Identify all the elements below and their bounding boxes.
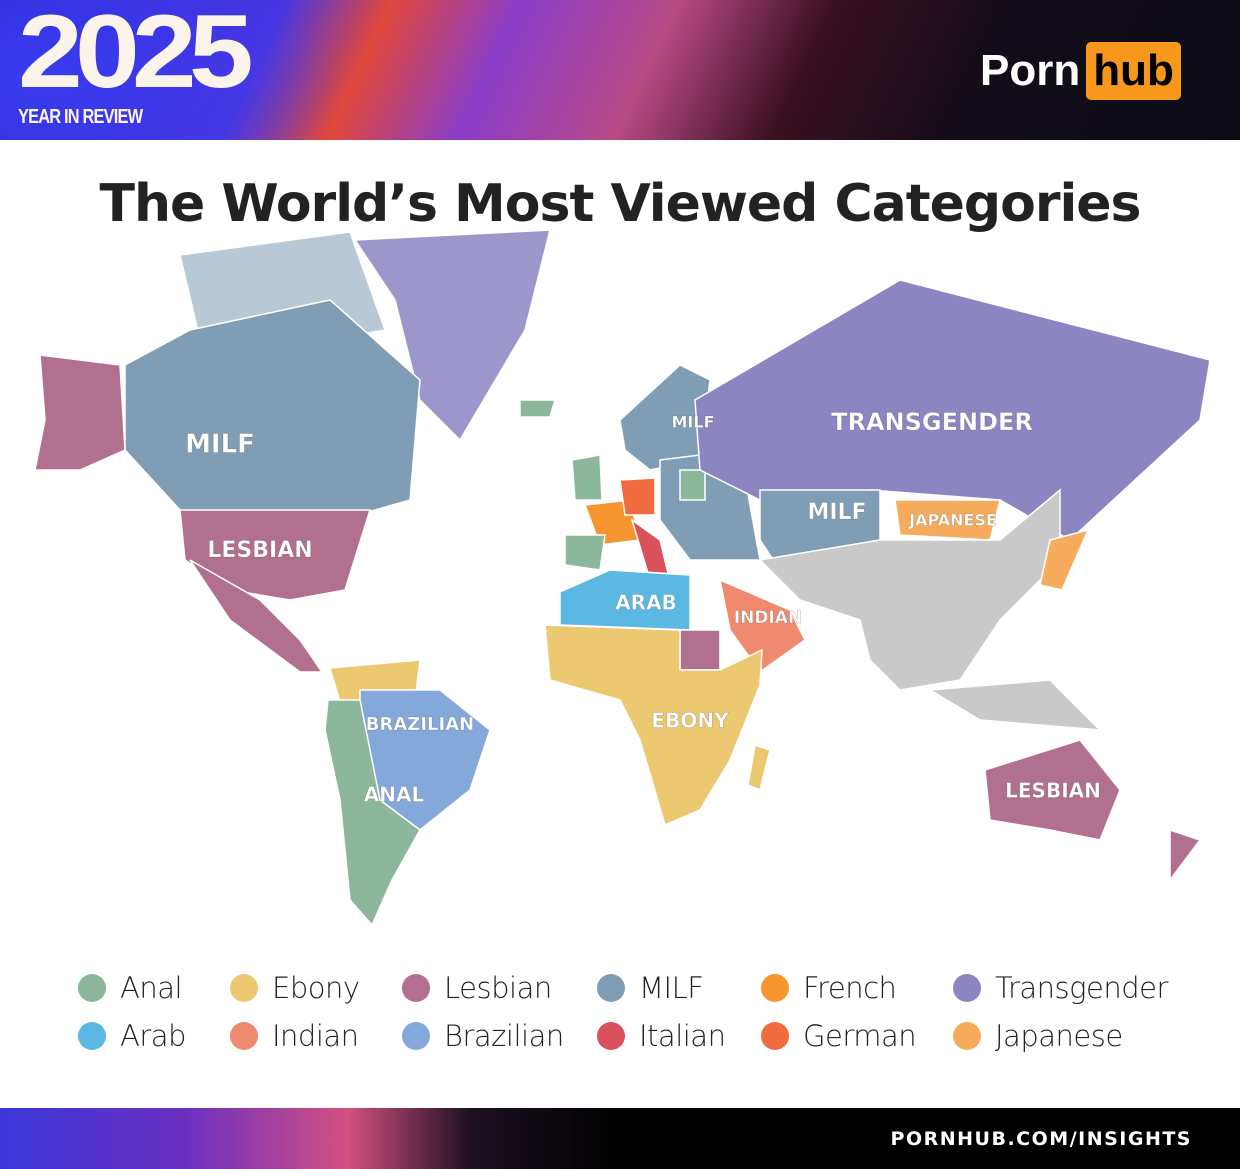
legend-label: Ebony [272,971,360,1005]
region-sudan [679,629,721,671]
region-new-zealand [1169,828,1202,883]
legend-item-lesbian: Lesbian [402,971,597,1005]
legend-item-milf: MILF [597,971,761,1005]
region-madagascar [747,744,771,792]
legend-swatch [78,974,106,1002]
legend-swatch [953,974,981,1002]
map-label-lesbian: LESBIAN [1005,779,1101,803]
legend-label: Indian [272,1019,359,1053]
map-label-ebony: EBONY [651,709,729,733]
map-label-milf: MILF [672,413,715,432]
region-south-america-west [324,699,421,927]
legend-item-brazilian: Brazilian [402,1019,597,1053]
legend-item-transgender: Transgender [953,971,1168,1005]
map-label-lesbian: LESBIAN [207,538,312,563]
map-label-arab: ARAB [615,591,677,615]
logo-text-left: Porn [980,46,1081,95]
legend-swatch [230,1022,258,1050]
region-germany [619,477,656,516]
legend-item-japanese: Japanese [953,1019,1153,1053]
footer-banner: PORNHUB.COM/INSIGHTS [0,1108,1240,1169]
legend-swatch [953,1022,981,1050]
region-uk [571,454,603,501]
legend-swatch [761,1022,789,1050]
header-banner: 2025 YEAR IN REVIEW Porn hub [0,0,1240,140]
region-north-africa [559,569,691,631]
legend-label: Brazilian [444,1019,564,1053]
footer-url: PORNHUB.COM/INSIGHTS [890,1128,1192,1150]
legend-swatch [230,974,258,1002]
legend-label: Italian [639,1019,726,1053]
map-label-indian: INDIAN [734,608,802,628]
region-alaska [34,354,126,471]
map-label-japanese: JAPANESE [908,511,997,530]
region-africa [544,624,763,827]
legend-item-anal: Anal [78,971,230,1005]
legend-swatch [78,1022,106,1050]
legend-item-arab: Arab [78,1019,230,1053]
region-iceland [519,399,557,418]
legend-swatch [402,1022,430,1050]
region-usa [179,509,372,601]
legend-swatch [402,974,430,1002]
legend-label: Anal [120,971,183,1005]
region-mexico [189,559,324,673]
map-label-milf: MILF [185,430,255,460]
legend-item-indian: Indian [230,1019,402,1053]
legend-swatch [761,974,789,1002]
year-heading: 2025 [18,0,254,110]
legend-item-german: German [761,1019,953,1053]
region-canada [124,299,421,521]
region-australia [984,739,1121,841]
brand-logo: Porn hub [980,42,1181,100]
year-in-review-label: YEAR IN REVIEW [18,106,143,128]
legend-item-italian: Italian [597,1019,761,1053]
map-label-brazilian: BRAZILIAN [366,714,474,735]
legend-item-ebony: Ebony [230,971,402,1005]
map-label-anal: ANAL [364,783,425,807]
legend-label: MILF [639,971,704,1005]
legend-label: Japanese [995,1019,1123,1053]
legend: Anal Ebony Lesbian MILF French Transgender Ara… [78,971,1168,1053]
legend-label: Transgender [995,971,1168,1005]
region-japan [1039,528,1090,591]
legend-label: French [803,971,897,1005]
legend-item-french: French [761,971,953,1005]
region-poland-area [679,469,706,501]
region-asia-rest [758,488,1061,691]
legend-swatch [597,974,625,1002]
legend-label: German [803,1019,917,1053]
map-label-milf: MILF [807,500,866,525]
region-arabia [718,578,806,674]
region-spain [564,534,606,571]
region-greenland [353,229,551,442]
logo-text-right: hub [1086,42,1181,100]
legend-label: Arab [120,1019,186,1053]
map-label-transgender: TRANSGENDER [831,408,1033,436]
legend-swatch [597,1022,625,1050]
region-se-asia-islands [927,679,1102,731]
page-title: The World’s Most Viewed Categories [99,174,1141,234]
legend-label: Lesbian [444,971,552,1005]
